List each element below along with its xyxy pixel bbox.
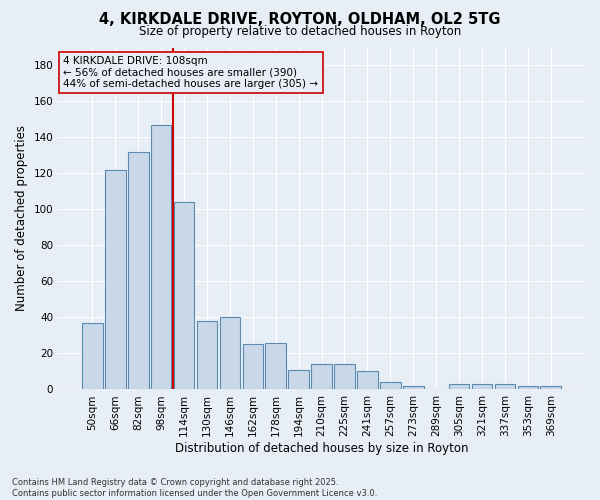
Bar — [289, 370, 309, 390]
Y-axis label: Number of detached properties: Number of detached properties — [15, 126, 28, 312]
Bar — [82, 323, 103, 390]
Bar — [403, 386, 424, 390]
Bar — [174, 202, 194, 390]
Bar — [265, 342, 286, 390]
X-axis label: Distribution of detached houses by size in Royton: Distribution of detached houses by size … — [175, 442, 469, 455]
Bar — [380, 382, 401, 390]
Text: 4 KIRKDALE DRIVE: 108sqm
← 56% of detached houses are smaller (390)
44% of semi-: 4 KIRKDALE DRIVE: 108sqm ← 56% of detach… — [64, 56, 319, 89]
Bar — [220, 318, 240, 390]
Bar — [541, 386, 561, 390]
Bar — [128, 152, 149, 390]
Bar — [311, 364, 332, 390]
Bar — [357, 372, 378, 390]
Bar — [197, 321, 217, 390]
Bar — [494, 384, 515, 390]
Text: 4, KIRKDALE DRIVE, ROYTON, OLDHAM, OL2 5TG: 4, KIRKDALE DRIVE, ROYTON, OLDHAM, OL2 5… — [99, 12, 501, 28]
Bar — [151, 125, 172, 390]
Bar — [242, 344, 263, 390]
Text: Contains HM Land Registry data © Crown copyright and database right 2025.
Contai: Contains HM Land Registry data © Crown c… — [12, 478, 377, 498]
Bar — [105, 170, 125, 390]
Bar — [449, 384, 469, 390]
Text: Size of property relative to detached houses in Royton: Size of property relative to detached ho… — [139, 25, 461, 38]
Bar — [472, 384, 493, 390]
Bar — [518, 386, 538, 390]
Bar — [334, 364, 355, 390]
